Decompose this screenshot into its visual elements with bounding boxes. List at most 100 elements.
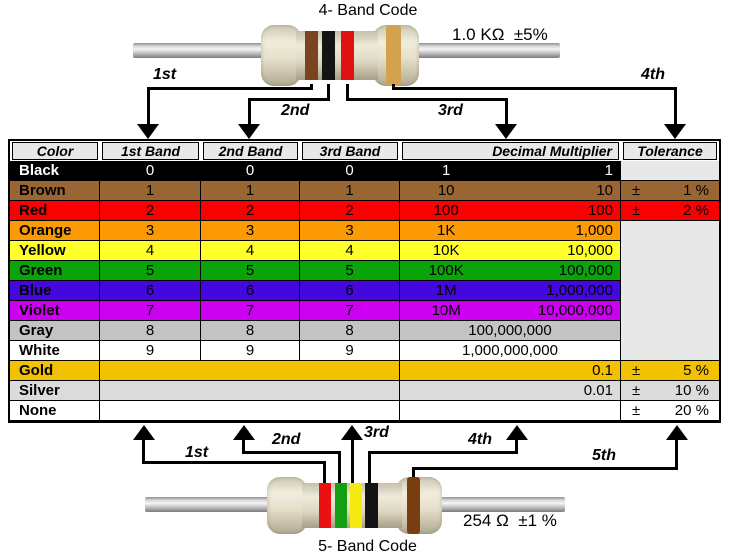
multiplier-full-value: 1,000	[575, 222, 613, 239]
multiplier-short-value: 1M	[435, 282, 457, 299]
row-yellow-color-name: Yellow	[10, 241, 100, 261]
pointer-label-3rd: 3rd	[364, 424, 389, 441]
row-gold-color-name: Gold	[10, 361, 100, 381]
multiplier-short-value: 1	[442, 162, 451, 179]
pointer-label-5th: 5th	[592, 447, 616, 464]
row-red-multiplier: 100 100	[400, 201, 621, 221]
multiplier-short-value: 100K	[428, 262, 464, 279]
multiplier-full-value: 0.01	[583, 382, 613, 399]
header-decimal-multiplier: Decimal Multiplier	[402, 142, 619, 160]
plus-minus-sign: ±	[632, 202, 641, 219]
four-band-value-label: 1.0 KΩ ±5%	[452, 25, 548, 44]
row-violet-band3-value: 7	[300, 301, 400, 321]
row-brown-color-name: Brown	[10, 181, 100, 201]
plus-minus-sign: ±	[632, 362, 641, 379]
header-color: Color	[12, 142, 98, 160]
band-black	[322, 31, 335, 80]
row-black-band1-value: 0	[100, 161, 201, 181]
pointer-label-1st: 1st	[185, 444, 209, 461]
pointer-label-4th: 4th	[468, 431, 492, 448]
row-gray-band1-value: 8	[100, 321, 201, 341]
row-red-color-name: Red	[10, 201, 100, 221]
row-red-band3-value: 2	[300, 201, 400, 221]
row-none-multiplier	[400, 401, 621, 421]
multiplier-short-value: 100	[433, 202, 459, 219]
band-red	[341, 31, 354, 80]
row-green-multiplier: 100K 100,000	[400, 261, 621, 281]
multiplier-full-value: 100	[587, 202, 613, 219]
row-gold-tolerance: ±5 %	[621, 361, 719, 381]
row-yellow-multiplier: 10K 10,000	[400, 241, 621, 261]
row-none-tolerance: ±20 %	[621, 401, 719, 421]
five-band-value-label: 254 Ω ±1 %	[463, 511, 557, 530]
row-black-tolerance-empty	[621, 161, 719, 181]
row-orange-band2-value: 3	[201, 221, 300, 241]
multiplier-short-value: 1K	[437, 222, 456, 239]
row-gray-multiplier: 100,000,000	[400, 321, 621, 341]
row-white-multiplier: 1,000,000,000	[400, 341, 621, 361]
header-tolerance: Tolerance	[623, 142, 717, 160]
row-red-band2-value: 2	[201, 201, 300, 221]
row-silver-color-name: Silver	[10, 381, 100, 401]
multiplier-full-value: 100,000	[558, 262, 613, 279]
row-yellow-band1-value: 4	[100, 241, 201, 261]
row-red-tolerance: ±2 %	[621, 201, 719, 221]
row-green-color-name: Green	[10, 261, 100, 281]
multiplier-full-value: 10,000	[567, 242, 613, 259]
row-gray-color-name: Gray	[10, 321, 100, 341]
band-brown	[305, 31, 318, 80]
multiplier-full-value: 10,000,000	[537, 302, 613, 319]
pointer-label-1st: 1st	[153, 66, 177, 83]
multiplier-full-value: 1,000,000,000	[462, 342, 558, 359]
band-brown	[407, 477, 420, 534]
row-green-band3-value: 5	[300, 261, 400, 281]
arrow-up-icon	[506, 425, 528, 440]
multiplier-full-value: 1,000,000	[546, 282, 613, 299]
header-1st-band: 1st Band	[102, 142, 199, 160]
arrow-down-icon	[238, 124, 260, 139]
pointer-label-2nd: 2nd	[281, 102, 310, 119]
multiplier-short-value: 10	[437, 182, 455, 199]
pointer-label-3rd: 3rd	[438, 102, 463, 119]
row-blue-multiplier: 1M 1,000,000	[400, 281, 621, 301]
row-yellow-band2-value: 4	[201, 241, 300, 261]
plus-minus-sign: ±	[632, 402, 641, 419]
row-white-band3-value: 9	[300, 341, 400, 361]
arrow-up-icon	[133, 425, 155, 440]
row-orange-multiplier: 1K 1,000	[400, 221, 621, 241]
arrow-down-icon	[137, 124, 159, 139]
arrow-down-icon	[495, 124, 517, 139]
row-black-band2-value: 0	[201, 161, 300, 181]
row-gray-band3-value: 8	[300, 321, 400, 341]
arrow-up-icon	[341, 425, 363, 440]
row-black-band3-value: 0	[300, 161, 400, 181]
row-black-color-name: Black	[10, 161, 100, 181]
row-white-band1-value: 9	[100, 341, 201, 361]
arrow-up-icon	[233, 425, 255, 440]
row-blue-band1-value: 6	[100, 281, 201, 301]
multiplier-full-value: 0.1	[592, 362, 613, 379]
row-blue-color-name: Blue	[10, 281, 100, 301]
row-none-bands-merged	[100, 401, 400, 421]
band-red	[319, 483, 331, 528]
header-2nd-band: 2nd Band	[203, 142, 298, 160]
row-brown-tolerance: ±1 %	[621, 181, 719, 201]
row-violet-color-name: Violet	[10, 301, 100, 321]
multiplier-full-value: 100,000,000	[468, 322, 552, 339]
row-violet-multiplier: 10M 10,000,000	[400, 301, 621, 321]
row-green-band1-value: 5	[100, 261, 201, 281]
row-blue-band3-value: 6	[300, 281, 400, 301]
band-gold	[386, 25, 401, 86]
row-violet-band1-value: 7	[100, 301, 201, 321]
band-black	[365, 483, 378, 528]
row-gold-multiplier: 0.1	[400, 361, 621, 381]
band-green	[335, 483, 347, 528]
tolerance-percent-value: 5 %	[683, 362, 709, 379]
tolerance-percent-value: 10 %	[674, 382, 709, 399]
row-silver-multiplier: 0.01	[400, 381, 621, 401]
band-yellow	[350, 483, 362, 528]
